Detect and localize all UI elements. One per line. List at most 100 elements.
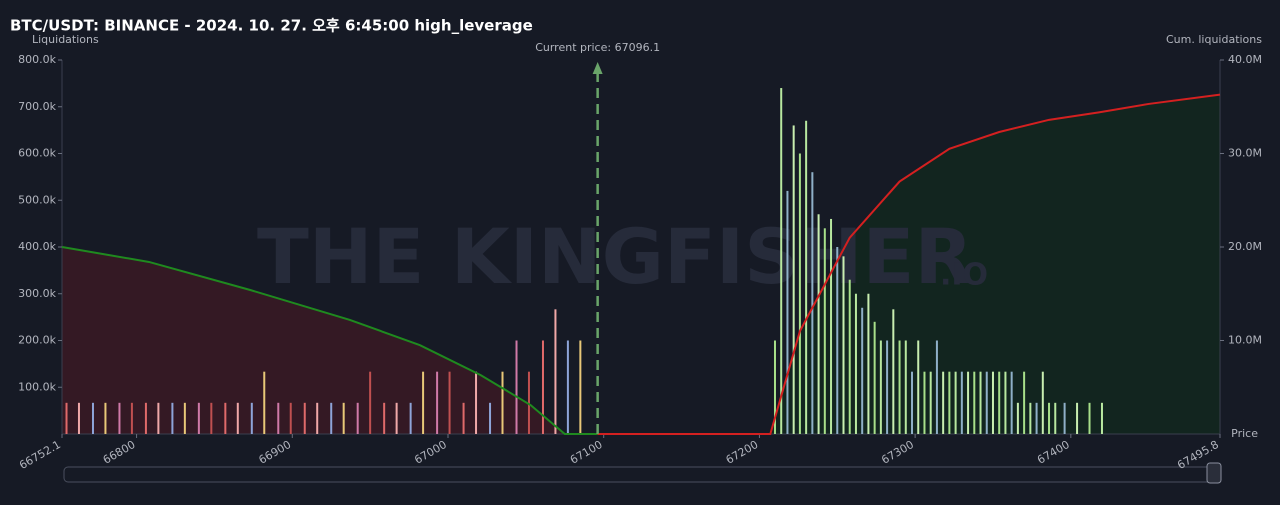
bar [904, 340, 907, 434]
bar [316, 402, 319, 434]
bar [811, 172, 814, 434]
bar [954, 371, 957, 434]
bar [210, 402, 213, 434]
y2-tick-label: 40.0M [1228, 53, 1262, 66]
bar [515, 340, 518, 434]
y-tick-label: 800.0k [18, 53, 56, 66]
bar [830, 218, 833, 434]
bar [892, 309, 895, 434]
bar [848, 279, 851, 434]
y-tick-label: 500.0k [18, 193, 56, 206]
bar [1029, 402, 1032, 434]
bar [475, 371, 478, 434]
bar [104, 402, 107, 434]
bar [157, 402, 160, 434]
y2-axis-label: Cum. liquidations [1166, 33, 1262, 46]
y-tick-label: 100.0k [18, 380, 56, 393]
bar [236, 402, 239, 434]
bar [171, 402, 174, 434]
bar [1054, 402, 1057, 434]
bar [1010, 371, 1013, 434]
y2-tick-label: 10.0M [1228, 334, 1262, 347]
bar [1016, 402, 1019, 434]
bar [1063, 402, 1066, 434]
chart-title: BTC/USDT: BINANCE - 2024. 10. 27. 오후 6:4… [10, 17, 533, 35]
bar [501, 371, 504, 434]
bar [527, 371, 530, 434]
bar [917, 340, 920, 434]
y-tick-label: 700.0k [18, 100, 56, 113]
bar [1004, 371, 1007, 434]
bar [836, 247, 839, 434]
bar [823, 228, 826, 434]
bar [65, 402, 68, 434]
bar [967, 371, 970, 434]
bar [898, 340, 901, 434]
y-tick-label: 400.0k [18, 240, 56, 253]
watermark-group: THE KINGFISHER .IO [257, 212, 988, 301]
plot [58, 59, 1224, 438]
bar [935, 340, 938, 434]
bar [973, 371, 976, 434]
bar [786, 190, 789, 434]
line-area [597, 94, 1220, 434]
bar [867, 293, 870, 434]
current-price-arrow [592, 62, 603, 74]
bar [369, 371, 372, 434]
bar [792, 125, 795, 434]
line [597, 93, 1221, 435]
bar [923, 371, 926, 434]
y2-tick-label: 30.0M [1228, 147, 1262, 160]
current-price-label: Current price: 67096.1 [535, 41, 660, 54]
y-axis-label: Liquidations [32, 33, 99, 46]
bar [409, 402, 412, 434]
bar [998, 371, 1001, 434]
bar [879, 340, 882, 434]
bar [118, 402, 121, 434]
watermark: THE KINGFISHER [257, 212, 973, 301]
watermark-suffix: .IO [940, 258, 988, 293]
bar [886, 340, 889, 434]
bar [1076, 402, 1079, 434]
bar [224, 402, 227, 434]
bar [805, 120, 808, 435]
bar [303, 402, 306, 434]
bar [554, 309, 557, 434]
bar [566, 340, 569, 434]
bar [1100, 402, 1103, 434]
bar [277, 402, 280, 434]
area-layer [62, 94, 1220, 434]
scroll-handle[interactable] [1206, 462, 1222, 484]
bar [448, 371, 451, 434]
bar [250, 402, 253, 434]
bar [436, 371, 439, 434]
bar [960, 371, 963, 434]
bar [842, 256, 845, 434]
bar [985, 371, 988, 434]
bar [1088, 402, 1091, 434]
bar [991, 371, 994, 434]
bar [395, 402, 398, 434]
bar [183, 402, 186, 434]
bar [780, 88, 783, 435]
bar [854, 293, 857, 434]
bar [1035, 402, 1038, 434]
bar [911, 371, 914, 434]
y-tick-label: 300.0k [18, 287, 56, 300]
bar [489, 402, 492, 434]
bar [383, 402, 386, 434]
line-area [62, 247, 598, 434]
bar [462, 402, 465, 434]
bar [144, 402, 147, 434]
y-tick-label: 200.0k [18, 334, 56, 347]
bar [197, 402, 200, 434]
bar [356, 402, 359, 434]
bar [1041, 371, 1044, 434]
bar [861, 307, 864, 434]
bar [948, 371, 951, 434]
bar [579, 340, 582, 434]
bar [342, 402, 345, 434]
x-axis-label: Price [1231, 427, 1258, 440]
